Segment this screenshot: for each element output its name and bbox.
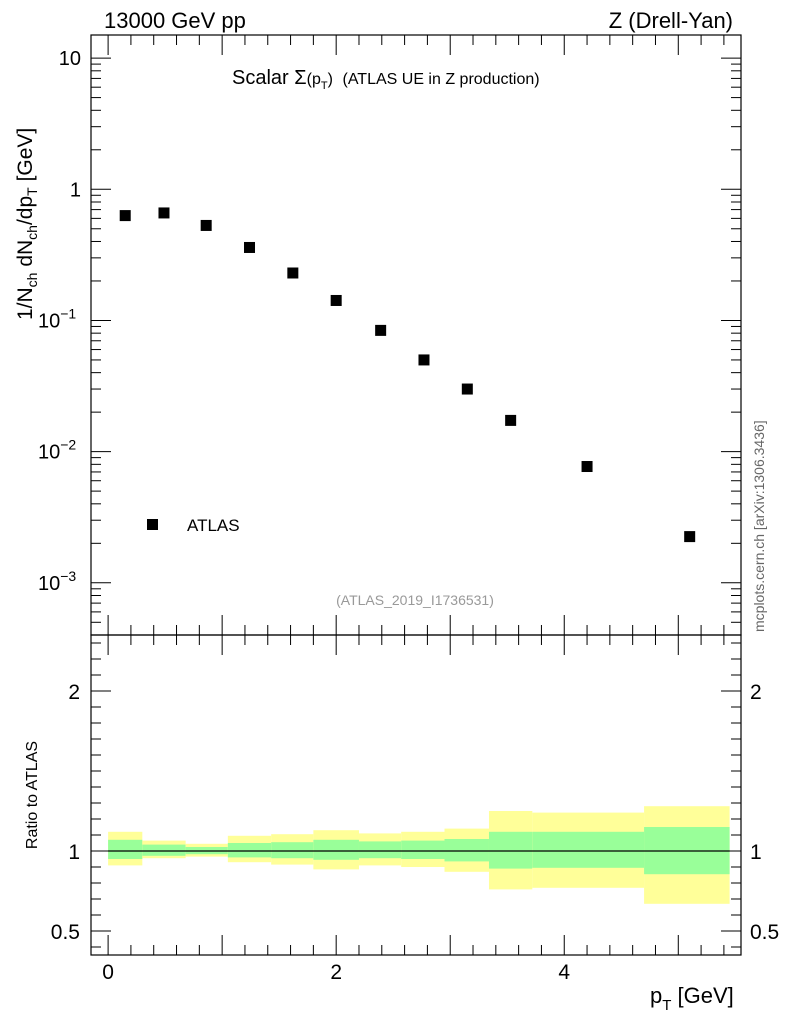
ratio-tick-label-left: 0.5 — [51, 921, 80, 944]
ylabel-ratio: Ratio to ATLAS — [24, 741, 41, 849]
ratio-tick-label-right: 1 — [750, 841, 762, 864]
legend-marker — [147, 519, 158, 530]
side-label: mcplots.cern.ch [arXiv:1306.3436] — [751, 420, 767, 632]
main-frame — [90, 34, 742, 636]
analysis-watermark: (ATLAS_2019_I1736531) — [336, 592, 494, 608]
title-suffix: (ATLAS UE in Z production) — [342, 71, 539, 88]
x-tick-label: 0 — [102, 961, 114, 984]
title-sigma: Σ — [294, 67, 306, 89]
data-point — [119, 210, 131, 222]
inner-band — [108, 839, 143, 859]
data-point — [375, 324, 387, 336]
y-tick-label: 10 — [59, 48, 81, 70]
ratio-tick-label-left: 2 — [68, 681, 80, 704]
ratio-tick-label-right: 0.5 — [750, 921, 779, 944]
main-y-ticks: 10 1 10−1 10−2 10−3 — [38, 48, 741, 636]
y-tick-label: 10−1 — [38, 305, 76, 332]
y-tick-label: 1 — [70, 179, 81, 201]
data-point — [461, 383, 473, 395]
data-point — [200, 219, 212, 231]
inner-band — [358, 841, 402, 859]
data-point — [330, 294, 342, 306]
data-point — [684, 531, 696, 543]
y-tick-label: 10−3 — [38, 568, 76, 595]
inner-band — [227, 843, 272, 858]
ratio-y-ticks: 2 2 1 1 0.5 0.5 — [51, 642, 779, 948]
title-close: ) — [328, 71, 333, 88]
header-right: Z (Drell-Yan) — [609, 8, 733, 33]
x-tick-label: 4 — [558, 961, 570, 984]
inner-band — [313, 839, 359, 860]
header-left: 13000 GeV pp — [104, 8, 246, 33]
ratio-tick-label-right: 2 — [750, 681, 762, 704]
title-open: (p — [307, 71, 321, 88]
plot-title: Scalar Σ(pT) (ATLAS UE in Z production) — [232, 67, 540, 92]
x-tick-label: 2 — [330, 961, 342, 984]
xlabel: pT [GeV] — [650, 983, 734, 1014]
ratio-bands — [108, 806, 730, 904]
data-point — [581, 461, 593, 473]
ratio-frame — [90, 634, 742, 956]
data-point — [418, 354, 430, 366]
x-ticks: 0 2 4 — [102, 35, 725, 984]
data-point — [244, 241, 256, 253]
ratio-tick-label-left: 1 — [68, 841, 80, 864]
title-prefix: Scalar — [232, 67, 294, 89]
data-point — [505, 414, 517, 426]
y-tick-label: 10−2 — [38, 437, 76, 464]
data-point — [158, 207, 170, 219]
inner-band — [271, 842, 314, 859]
inner-band — [401, 840, 445, 859]
legend-label-atlas: ATLAS — [187, 516, 240, 535]
ylabel-main: 1/Nch dNch/dpT [GeV] — [14, 128, 40, 320]
inner-band — [444, 839, 489, 862]
inner-band — [532, 831, 645, 868]
inner-band — [142, 844, 186, 856]
title-sub: T — [321, 80, 328, 92]
data-point — [287, 267, 299, 279]
inner-band — [488, 831, 533, 869]
data-points — [119, 207, 696, 543]
